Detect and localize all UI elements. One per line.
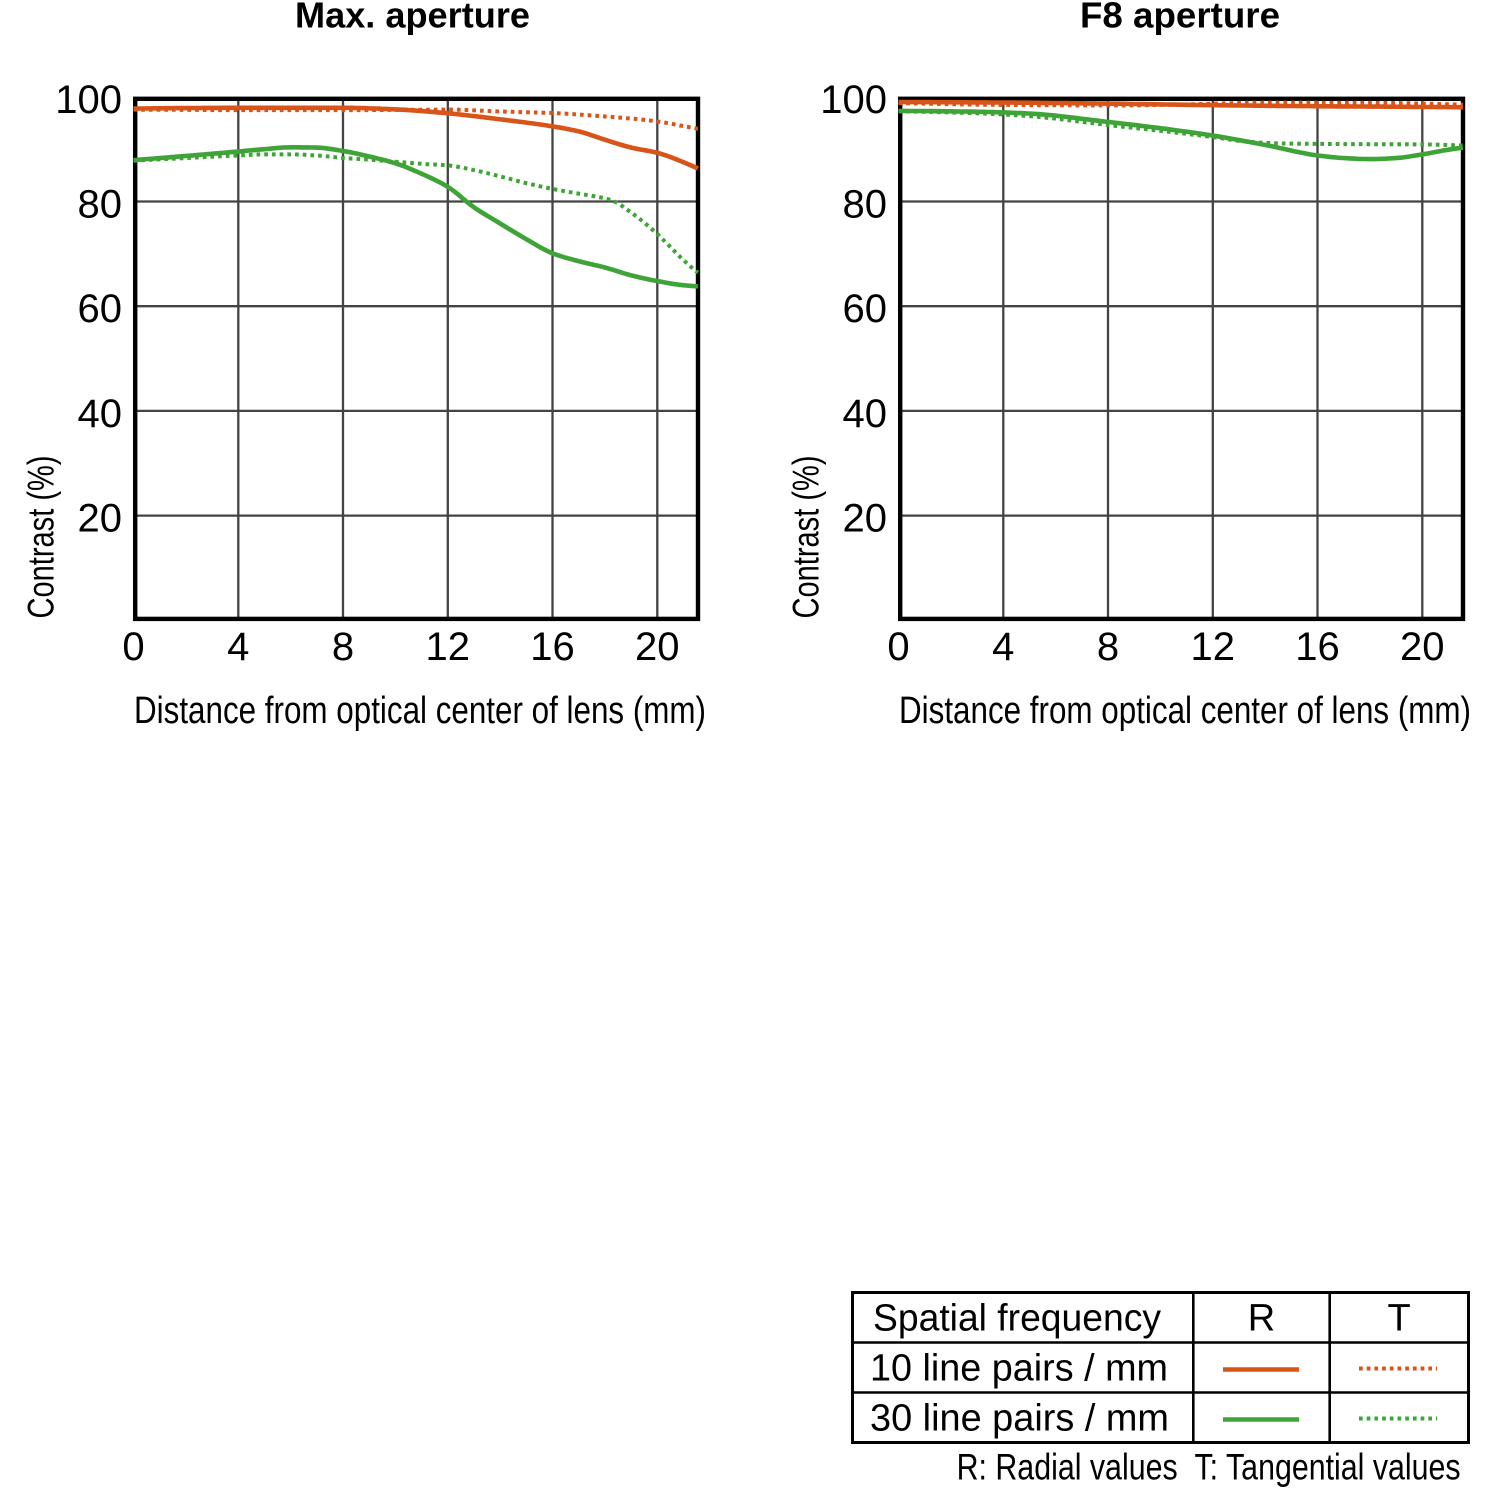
svg-text:20: 20 xyxy=(1400,625,1445,669)
svg-text:12: 12 xyxy=(426,625,471,669)
svg-text:60: 60 xyxy=(843,287,888,331)
svg-text:40: 40 xyxy=(78,392,123,436)
svg-text:0: 0 xyxy=(122,625,144,669)
svg-text:4: 4 xyxy=(227,625,249,669)
svg-text:16: 16 xyxy=(530,625,575,669)
svg-text:80: 80 xyxy=(843,183,888,227)
svg-text:R: R xyxy=(1248,1298,1275,1340)
svg-text:100: 100 xyxy=(55,78,122,122)
svg-text:12: 12 xyxy=(1191,625,1236,669)
svg-text:Contrast (%): Contrast (%) xyxy=(21,456,62,619)
svg-text:40: 40 xyxy=(843,392,888,436)
svg-text:Max. aperture: Max. aperture xyxy=(295,0,530,36)
svg-text:0: 0 xyxy=(887,625,909,669)
svg-text:60: 60 xyxy=(78,287,123,331)
svg-text:F8 aperture: F8 aperture xyxy=(1080,0,1280,36)
svg-text:10 line pairs / mm: 10 line pairs / mm xyxy=(870,1348,1168,1390)
svg-text:8: 8 xyxy=(332,625,354,669)
svg-text:20: 20 xyxy=(78,497,123,541)
svg-text:Distance from optical center o: Distance from optical center of lens (mm… xyxy=(134,690,706,732)
svg-text:80: 80 xyxy=(78,183,123,227)
svg-text:8: 8 xyxy=(1097,625,1119,669)
svg-text:R: Radial values T: Tangentia: R: Radial values T: Tangential values xyxy=(957,1447,1461,1488)
svg-text:30 line pairs / mm: 30 line pairs / mm xyxy=(870,1398,1169,1440)
svg-text:T: T xyxy=(1387,1298,1410,1340)
svg-text:Contrast (%): Contrast (%) xyxy=(786,456,827,619)
svg-text:20: 20 xyxy=(635,625,680,669)
svg-text:Distance from optical center o: Distance from optical center of lens (mm… xyxy=(899,690,1471,732)
svg-text:4: 4 xyxy=(992,625,1014,669)
svg-text:Spatial frequency: Spatial frequency xyxy=(873,1298,1161,1340)
svg-text:100: 100 xyxy=(820,78,887,122)
svg-text:20: 20 xyxy=(843,497,888,541)
svg-text:16: 16 xyxy=(1295,625,1340,669)
